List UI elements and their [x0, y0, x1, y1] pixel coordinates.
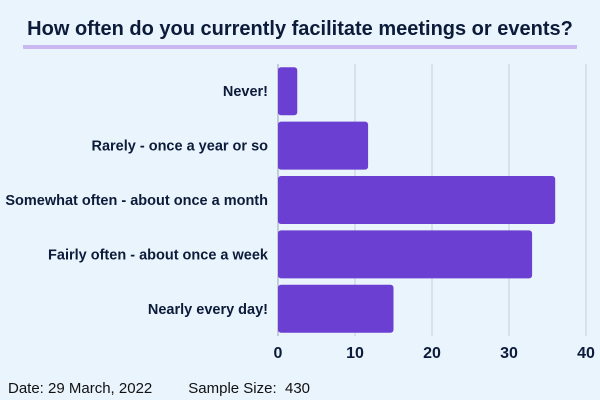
x-tick-label: 20 [423, 345, 441, 362]
bar [278, 176, 556, 224]
bar [278, 284, 394, 333]
category-label: Fairly often - about once a week [48, 247, 269, 263]
category-label: Somewhat often - about once a month [5, 193, 268, 209]
category-label: Never! [223, 84, 268, 100]
bar [278, 67, 298, 116]
survey-date: Date: 29 March, 2022 [8, 380, 153, 397]
x-tick-label: 30 [500, 345, 518, 362]
x-tick-label: 0 [274, 345, 283, 362]
sample-size: Sample Size: 430 [188, 380, 311, 397]
category-label: Nearly every day! [148, 302, 268, 318]
category-label: Rarely - once a year or so [92, 139, 269, 155]
bar [278, 230, 533, 279]
chart-title-container: How often do you currently facilitate me… [0, 18, 600, 49]
x-tick-label: 40 [577, 345, 595, 362]
x-tick-label: 10 [346, 345, 364, 362]
chart-footer: Date: 29 March, 2022 Sample Size: 430 [8, 380, 346, 397]
chart-title: How often do you currently facilitate me… [23, 18, 577, 49]
bar [278, 121, 369, 170]
